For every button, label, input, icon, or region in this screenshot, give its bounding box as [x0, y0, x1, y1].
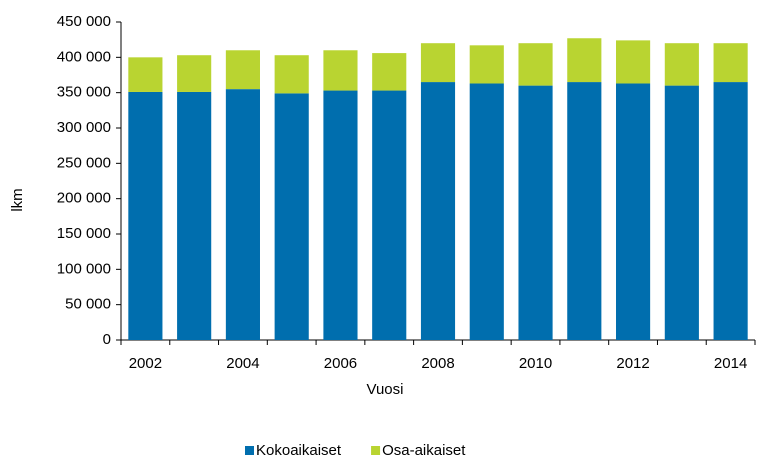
y-tick-label: 400 000 — [57, 48, 111, 65]
bar-segment — [616, 83, 651, 340]
x-axis-label: Vuosi — [367, 381, 404, 398]
y-tick-label: 0 — [103, 331, 111, 348]
bar-segment — [567, 38, 602, 83]
bar-segment — [128, 57, 163, 92]
bar-segment — [420, 82, 456, 341]
x-tick-label: 2002 — [129, 355, 162, 372]
bar-segment — [274, 93, 309, 340]
x-tick-label: 2014 — [714, 355, 747, 372]
bar-segment — [664, 85, 699, 340]
legend-swatch — [371, 446, 381, 455]
x-tick-label: 2004 — [226, 355, 259, 372]
bar-segment — [616, 40, 651, 84]
x-tick-label: 2006 — [324, 355, 357, 372]
x-tick-label: 2012 — [616, 355, 649, 372]
bar-segment — [713, 82, 748, 341]
bar-segment — [469, 45, 504, 84]
bar-segment — [323, 50, 358, 91]
y-tick-label: 150 000 — [57, 225, 111, 242]
y-tick-label: 450 000 — [57, 13, 111, 30]
bar-segment — [469, 83, 504, 340]
bar-segment — [664, 43, 699, 86]
y-tick-label: 350 000 — [57, 84, 111, 101]
bar-segment — [518, 43, 553, 86]
x-tick-label: 2010 — [519, 355, 552, 372]
y-tick-label: 100 000 — [57, 260, 111, 277]
bar-segment — [372, 53, 407, 91]
bar-segment — [567, 82, 602, 341]
y-axis-label: lkm — [9, 188, 26, 211]
legend-label: Kokoaikaiset — [256, 442, 342, 459]
y-tick-label: 300 000 — [57, 119, 111, 136]
bar-segment — [177, 55, 212, 92]
bar-segment — [225, 50, 260, 90]
bar-segment — [518, 85, 553, 340]
legend-swatch — [245, 446, 254, 455]
bar-segment — [420, 43, 456, 83]
legend-label: Osa-aikaiset — [382, 442, 466, 459]
bar-segment — [713, 43, 748, 83]
bar-segment — [323, 90, 358, 341]
y-tick-label: 250 000 — [57, 154, 111, 171]
bar-segment — [274, 55, 309, 94]
x-tick-label: 2008 — [421, 355, 454, 372]
bar-segment — [372, 90, 407, 341]
y-tick-label: 200 000 — [57, 190, 111, 207]
y-tick-label: 50 000 — [65, 296, 111, 313]
bar-segment — [177, 91, 212, 341]
bar-segment — [128, 91, 163, 341]
bar-segment — [225, 89, 260, 340]
